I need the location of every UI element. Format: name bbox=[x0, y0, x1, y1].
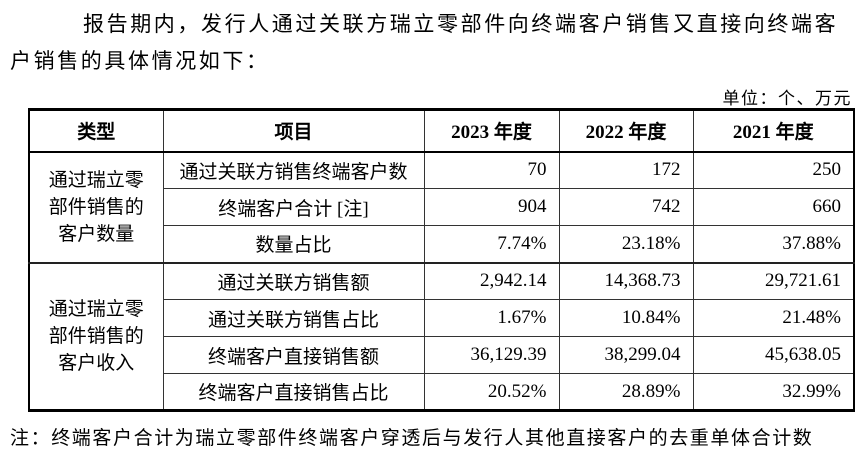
value-2022: 14,368.73 bbox=[558, 261, 694, 300]
footnote: 注：终端客户合计为瑞立零部件终端客户穿透后与发行人其他直接客户的去重单体合计数 bbox=[10, 428, 814, 449]
value-2022: 10.84% bbox=[558, 299, 694, 337]
group-label-text: 通过瑞立零部件销售的客户收入 bbox=[48, 298, 144, 374]
unit-label: 单位：个、万元 bbox=[722, 89, 852, 108]
group-label-customer-count: 通过瑞立零部件销售的客户数量 bbox=[28, 151, 164, 263]
table-row: 通过瑞立零部件销售的客户收入 通过关联方销售额 2,942.14 14,368.… bbox=[28, 261, 855, 411]
value-2023: 1.67% bbox=[423, 299, 560, 337]
value-2021: 29,721.61 bbox=[692, 261, 855, 300]
header-year-2021: 2021 年度 bbox=[692, 109, 855, 153]
table-row: 数量占比 7.74% 23.18% 37.88% bbox=[29, 225, 855, 263]
item-label: 终端客户直接销售额 bbox=[162, 336, 425, 374]
value-2021: 45,638.05 bbox=[692, 336, 855, 374]
value-2022: 742 bbox=[558, 188, 694, 226]
item-label: 通过关联方销售占比 bbox=[162, 299, 425, 337]
related-party-sales-table: 类型 项目 2023 年度 2022 年度 2021 年度 通过瑞立零部件销售的… bbox=[28, 108, 855, 412]
value-2023: 70 bbox=[423, 151, 560, 189]
table-row: 终端客户直接销售额 36,129.39 38,299.04 45,638.05 bbox=[29, 336, 855, 374]
value-2023: 36,129.39 bbox=[423, 336, 560, 374]
value-2022: 172 bbox=[558, 151, 694, 189]
value-2021: 250 bbox=[692, 151, 855, 189]
value-2021: 660 bbox=[692, 188, 855, 226]
value-2023: 20.52% bbox=[423, 373, 560, 411]
value-2022: 23.18% bbox=[558, 225, 694, 263]
paragraph-line-1: 报告期内，发行人通过关联方瑞立零部件向终端客户销售又直接向终端客 bbox=[83, 12, 839, 36]
table-row: 通过关联方销售占比 1.67% 10.84% 21.48% bbox=[29, 299, 855, 337]
table-row: 终端客户直接销售占比 20.52% 28.89% 32.99% bbox=[29, 373, 855, 411]
value-2023: 2,942.14 bbox=[423, 261, 560, 300]
item-label: 通过关联方销售额 bbox=[162, 261, 425, 300]
value-2023: 7.74% bbox=[423, 225, 560, 263]
item-label: 数量占比 bbox=[162, 225, 425, 263]
item-label: 终端客户合计 [注] bbox=[162, 188, 425, 226]
group-label-customer-revenue: 通过瑞立零部件销售的客户收入 bbox=[28, 261, 164, 411]
paragraph-line-2: 户销售的具体情况如下： bbox=[10, 49, 270, 73]
header-year-2022: 2022 年度 bbox=[558, 109, 694, 153]
value-2022: 28.89% bbox=[558, 373, 694, 411]
table-row: 终端客户合计 [注] 904 742 660 bbox=[29, 188, 855, 226]
value-2023: 904 bbox=[423, 188, 560, 226]
value-2021: 37.88% bbox=[692, 225, 855, 263]
table-row: 通过瑞立零部件销售的客户数量 通过关联方销售终端客户数 70 172 250 bbox=[28, 151, 855, 263]
header-year-2023: 2023 年度 bbox=[423, 109, 560, 153]
item-label: 通过关联方销售终端客户数 bbox=[162, 151, 425, 189]
group-label-text: 通过瑞立零部件销售的客户数量 bbox=[48, 169, 144, 245]
value-2021: 32.99% bbox=[692, 373, 855, 411]
table-header-row: 类型 项目 2023 年度 2022 年度 2021 年度 bbox=[28, 109, 855, 153]
header-type: 类型 bbox=[28, 109, 164, 153]
item-label: 终端客户直接销售占比 bbox=[162, 373, 425, 411]
header-item: 项目 bbox=[162, 109, 425, 153]
value-2022: 38,299.04 bbox=[558, 336, 694, 374]
value-2021: 21.48% bbox=[692, 299, 855, 337]
